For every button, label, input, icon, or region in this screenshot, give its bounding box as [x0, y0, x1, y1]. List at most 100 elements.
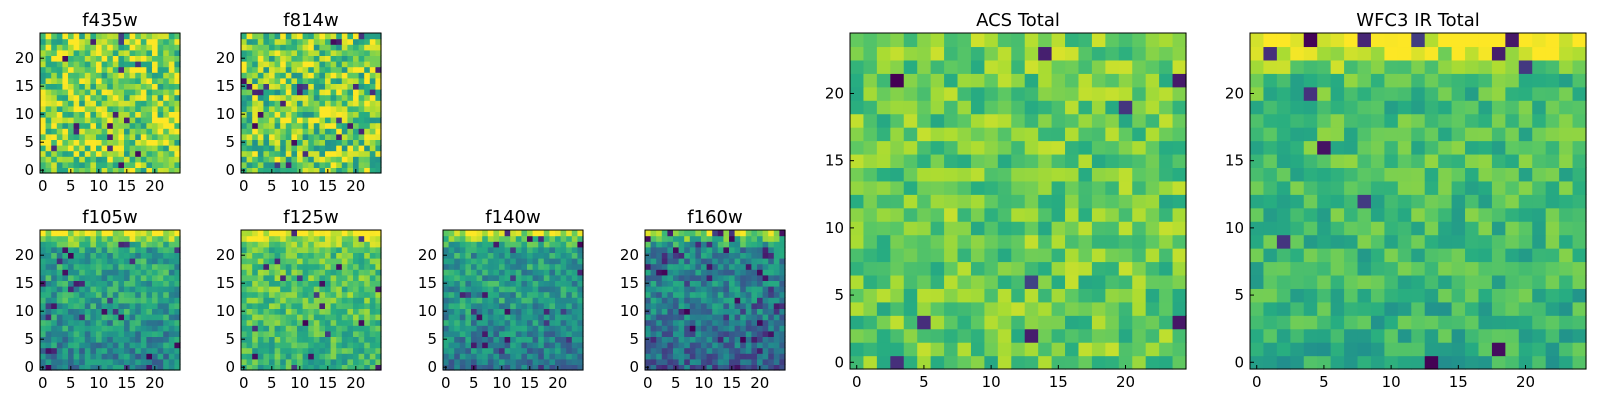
heatmap-cell: [84, 325, 91, 332]
heatmap-cell: [1370, 153, 1385, 168]
heatmap-cell: [745, 235, 752, 242]
heatmap-cell: [364, 38, 371, 45]
heatmap-cell: [1159, 274, 1174, 289]
heatmap-cell: [257, 336, 264, 343]
heatmap-cell: [560, 280, 567, 287]
heatmap-cell: [560, 235, 567, 242]
heatmap-cell: [107, 280, 114, 287]
heatmap-cell: [68, 100, 75, 107]
heatmap-cell: [566, 263, 573, 270]
heatmap-cell: [560, 252, 567, 259]
heatmap-cell: [364, 308, 371, 315]
heatmap-cell: [96, 94, 103, 101]
heatmap-cell: [499, 252, 506, 259]
heatmap-cell: [773, 297, 780, 304]
heatmap-cell: [297, 330, 304, 337]
heatmap-cell: [297, 89, 304, 96]
heatmap-cell: [773, 258, 780, 265]
heatmap-cell: [168, 139, 175, 146]
heatmap-cell: [62, 330, 69, 337]
heatmap-cell: [84, 105, 91, 112]
heatmap-cell: [465, 263, 472, 270]
heatmap-cell: [107, 49, 114, 56]
heatmap-cell: [555, 230, 562, 237]
heatmap-cell: [341, 117, 348, 124]
heatmap-cell: [706, 353, 713, 360]
heatmap-cell: [930, 180, 945, 195]
heatmap-cell: [723, 297, 730, 304]
heatmap-cell: [90, 325, 97, 332]
heatmap-cell: [40, 38, 47, 45]
heatmap-cell: [375, 280, 382, 287]
heatmap-cell: [263, 235, 270, 242]
heatmap-cell: [124, 353, 131, 360]
heatmap-cell: [341, 105, 348, 112]
heatmap-cell: [96, 55, 103, 62]
heatmap-cell: [1478, 261, 1493, 276]
heatmap-cell: [369, 139, 376, 146]
heatmap-cell: [353, 302, 360, 309]
heatmap-cell: [62, 44, 69, 51]
heatmap-cell: [347, 297, 354, 304]
heatmap-cell: [504, 342, 511, 349]
heatmap-cell: [712, 325, 719, 332]
heatmap-cell: [174, 302, 181, 309]
heatmap-cell: [313, 353, 320, 360]
heatmap-cell: [341, 336, 348, 343]
heatmap-cell: [257, 330, 264, 337]
heatmap-cell: [850, 315, 865, 330]
heatmap-cell: [1118, 221, 1133, 236]
heatmap-cell: [527, 358, 534, 365]
heatmap-cell: [650, 274, 657, 281]
heatmap-cell: [291, 77, 298, 84]
x-tick-label: 5: [919, 373, 929, 391]
heatmap-cell: [280, 291, 287, 298]
heatmap-cell: [487, 235, 494, 242]
heatmap-cell: [1559, 261, 1574, 276]
heatmap-cell: [96, 33, 103, 40]
heatmap-cell: [51, 302, 58, 309]
heatmap-cell: [135, 133, 142, 140]
heatmap-cell: [997, 274, 1012, 289]
heatmap-cell: [358, 246, 365, 253]
heatmap-cell: [701, 297, 708, 304]
y-tick-label: 15: [15, 77, 34, 95]
heatmap-cell: [504, 246, 511, 253]
heatmap-cell: [1145, 153, 1160, 168]
heatmap-cell: [1451, 127, 1466, 142]
heatmap-cell: [291, 167, 298, 174]
heatmap-cell: [364, 49, 371, 56]
heatmap-cell: [1344, 234, 1359, 249]
heatmap-cell: [566, 291, 573, 298]
heatmap-cell: [73, 100, 80, 107]
heatmap-cell: [645, 230, 652, 237]
heatmap-cell: [269, 77, 276, 84]
heatmap-cell: [689, 364, 696, 371]
heatmap-cell: [118, 364, 125, 371]
heatmap-cell: [876, 33, 891, 48]
heatmap-cell: [532, 347, 539, 354]
heatmap-cell: [135, 269, 142, 276]
heatmap-cell: [291, 308, 298, 315]
heatmap-cell: [375, 258, 382, 265]
heatmap-cell: [302, 111, 309, 118]
heatmap-cell: [347, 258, 354, 265]
heatmap-cell: [280, 167, 287, 174]
heatmap-cell: [274, 122, 281, 129]
heatmap-cell: [532, 302, 539, 309]
heatmap-cell: [876, 86, 891, 101]
heatmap-cell: [291, 241, 298, 248]
heatmap-cell: [944, 355, 959, 370]
heatmap-cell: [375, 133, 382, 140]
heatmap-cell: [246, 353, 253, 360]
heatmap-cell: [129, 358, 136, 365]
heatmap-cell: [135, 122, 142, 129]
heatmap-cell: [118, 49, 125, 56]
heatmap-cell: [369, 230, 376, 237]
heatmap-cell: [717, 302, 724, 309]
heatmap-cell: [499, 314, 506, 321]
heatmap-cell: [1011, 167, 1026, 182]
heatmap-cell: [347, 319, 354, 326]
heatmap-cell: [645, 342, 652, 349]
y-tick-label: 10: [620, 302, 639, 320]
